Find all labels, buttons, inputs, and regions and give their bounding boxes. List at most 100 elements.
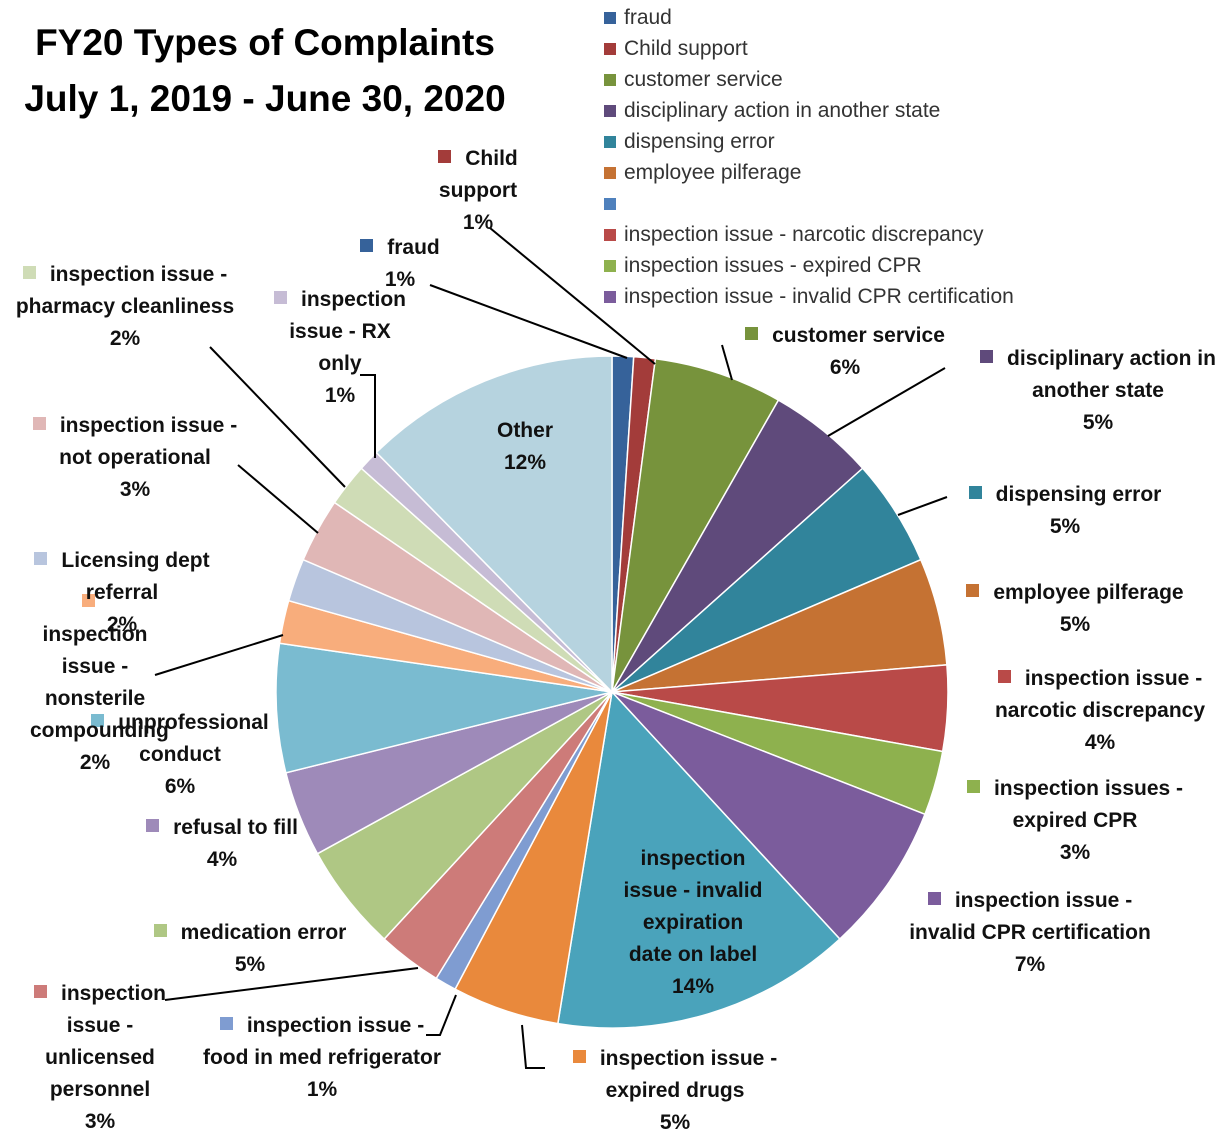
data-label: Licensing dept referral 2% — [7, 545, 237, 641]
data-label: inspection issue - narcotic discrepancy 4… — [975, 663, 1225, 759]
pie-slice — [275, 642, 613, 774]
label-swatch — [146, 819, 160, 832]
leader-line — [209, 346, 346, 488]
legend-entry: customer service — [604, 68, 783, 92]
data-label: inspection issue - not operational 3% — [20, 410, 250, 506]
label-value: 5% — [1059, 613, 1091, 636]
label-swatch — [980, 350, 994, 363]
data-label: inspection issues - expired CPR 3% — [950, 773, 1200, 869]
legend-label: employee pilferage — [624, 161, 802, 184]
legend-entry: inspection issues - expired CPR — [604, 254, 922, 278]
legend-swatch — [604, 229, 616, 241]
label-swatch — [745, 327, 759, 340]
label-swatch — [153, 924, 167, 937]
legend-swatch — [604, 291, 616, 303]
label-swatch — [32, 417, 46, 430]
legend-entry: Child support — [604, 37, 748, 61]
label-swatch — [997, 670, 1011, 683]
label-value: 1% — [462, 211, 494, 234]
label-value: 5% — [234, 953, 266, 976]
legend-entry: inspection issue - invalid CPR certifica… — [604, 285, 1014, 309]
label-category: Other — [496, 419, 553, 442]
label-category: disciplinary action in another state — [1007, 347, 1216, 402]
label-value: 3% — [119, 478, 151, 501]
label-category: inspection issues - expired CPR — [993, 777, 1184, 832]
legend-label: inspection issue - narcotic discrepancy — [624, 223, 984, 246]
leader-line — [721, 344, 733, 381]
legend-swatch — [604, 43, 616, 55]
legend-entry: inspection issue - narcotic discrepancy — [604, 223, 984, 247]
legend-label: disciplinary action in another state — [624, 99, 941, 122]
legend-swatch — [604, 260, 616, 272]
legend-entry: dispensing error — [604, 130, 775, 154]
leader-line — [237, 464, 319, 534]
label-category: employee pilferage — [993, 581, 1184, 604]
label-value: 5% — [659, 1111, 691, 1134]
label-value: 7% — [1014, 953, 1046, 976]
leader-line — [426, 994, 457, 1036]
label-category: inspection issue - nonsterile compoundin… — [30, 623, 169, 742]
leader-line — [164, 967, 419, 1001]
label-value: 5% — [1049, 515, 1081, 538]
data-label: inspection issue - expired drugs 5% — [550, 1043, 800, 1139]
label-swatch — [438, 150, 452, 163]
label-value: 4% — [206, 848, 238, 871]
label-value: 1% — [384, 268, 416, 291]
label-category: unprofessional conduct — [118, 711, 269, 766]
pie-slice — [611, 691, 926, 941]
pie-slice — [375, 355, 613, 694]
label-value: 2% — [106, 613, 138, 636]
label-swatch — [22, 266, 36, 279]
data-label: Child support 1% — [413, 143, 543, 239]
data-label: inspection issue - food in med refrigera… — [197, 1010, 447, 1106]
label-category: inspection issue - narcotic discrepancy — [994, 667, 1206, 722]
label-swatch — [33, 985, 47, 998]
data-label: inspection issue - invalid expiration da… — [623, 843, 763, 1003]
label-value: 14% — [671, 975, 715, 998]
data-label: Other 12% — [475, 415, 575, 479]
pie-slice — [611, 357, 780, 693]
label-category: inspection issue - food in med refrigera… — [202, 1014, 442, 1069]
data-label: unprofessional conduct 6% — [65, 707, 295, 803]
label-value: 5% — [1082, 411, 1114, 434]
label-value: 4% — [1084, 731, 1116, 754]
legend-label: inspection issues - expired CPR — [624, 254, 922, 277]
label-value: 1% — [306, 1078, 338, 1101]
label-category: Child support — [438, 147, 518, 202]
label-swatch — [360, 239, 374, 252]
label-category: inspection issue - unlicensed personnel — [45, 982, 166, 1101]
label-value: 1% — [324, 384, 356, 407]
leader-line — [521, 1024, 545, 1069]
data-label: inspection issue - pharmacy cleanliness 2… — [10, 259, 240, 355]
data-label: inspection issue - RX only 1% — [270, 284, 410, 412]
legend-label: fraud — [624, 6, 672, 29]
legend-swatch — [604, 74, 616, 86]
leader-line — [489, 227, 656, 365]
label-category: inspection issue - pharmacy cleanliness — [15, 263, 235, 318]
label-swatch — [81, 594, 95, 607]
label-swatch — [219, 1017, 233, 1030]
label-swatch — [34, 552, 48, 565]
data-label: inspection issue - nonsterile compoundin… — [30, 587, 169, 779]
legend-swatch — [604, 12, 616, 24]
legend-swatch — [604, 167, 616, 179]
pie-slice — [556, 690, 841, 1029]
label-value: 12% — [503, 451, 547, 474]
label-category: inspection issue - invalid expiration da… — [623, 847, 763, 966]
label-category: inspection issue - expired drugs — [599, 1047, 778, 1102]
chart-subtitle: July 1, 2019 - June 30, 2020 — [24, 78, 506, 119]
label-value: 3% — [1059, 841, 1091, 864]
legend-entry: disciplinary action in another state — [604, 99, 940, 123]
leader-line — [827, 367, 946, 437]
data-label: inspection issue - invalid CPR certifica… — [900, 885, 1160, 981]
data-label: employee pilferage 5% — [945, 577, 1205, 641]
label-swatch — [91, 714, 105, 727]
legend-label: inspection issue - invalid CPR certifica… — [624, 285, 1014, 308]
label-category: customer service — [772, 324, 945, 347]
legend-entry: employee pilferage — [604, 161, 801, 185]
leader-line — [154, 634, 284, 676]
label-swatch — [572, 1050, 586, 1063]
label-category: medication error — [180, 921, 347, 944]
data-label: dispensing error 5% — [945, 479, 1185, 543]
